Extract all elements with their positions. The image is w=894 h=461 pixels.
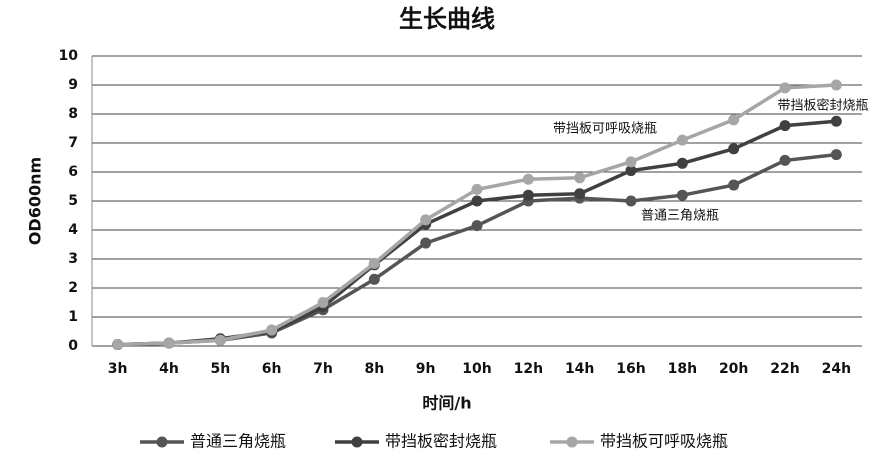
legend-item: 普通三角烧瓶 <box>140 432 286 451</box>
legend-label: 带挡板密封烧瓶 <box>385 432 497 451</box>
y-tick-label: 8 <box>68 106 78 122</box>
x-tick-label: 9h <box>416 361 436 377</box>
y-tick-label: 10 <box>59 48 79 64</box>
x-tick-label: 8h <box>364 361 384 377</box>
point <box>676 134 688 146</box>
x-tick-label: 22h <box>770 361 799 377</box>
point <box>163 337 175 349</box>
x-tick-label: 18h <box>668 361 697 377</box>
point <box>420 237 432 249</box>
point <box>266 324 278 336</box>
point <box>522 189 534 201</box>
annotation: 普通三角烧瓶 <box>641 209 719 224</box>
x-tick-label: 14h <box>565 361 594 377</box>
legend-item: 带挡板可呼吸烧瓶 <box>550 432 728 451</box>
point <box>728 179 740 191</box>
x-tick-label: 16h <box>616 361 645 377</box>
point <box>676 189 688 201</box>
x-tick-label: 12h <box>514 361 543 377</box>
x-tick-label: 20h <box>719 361 748 377</box>
point <box>368 273 380 285</box>
point <box>574 172 586 184</box>
point <box>728 143 740 155</box>
x-axis-title: 时间/h <box>422 394 471 413</box>
y-tick-label: 5 <box>68 193 78 209</box>
y-tick-label: 4 <box>68 222 78 238</box>
y-tick-label: 2 <box>68 280 78 296</box>
y-tick-label: 3 <box>68 251 78 267</box>
point <box>317 297 329 308</box>
legend-label: 带挡板可呼吸烧瓶 <box>600 432 728 451</box>
y-tick-label: 6 <box>68 164 78 180</box>
point <box>625 156 637 168</box>
annotation: 带挡板可呼吸烧瓶 <box>553 122 657 137</box>
x-tick-label: 3h <box>108 361 128 377</box>
legend-marker <box>156 436 168 448</box>
x-tick-label: 10h <box>462 361 491 377</box>
x-tick-label: 5h <box>210 361 230 377</box>
point <box>779 120 791 132</box>
point <box>779 154 791 166</box>
point <box>420 214 432 226</box>
chart-title: 生长曲线 <box>399 5 495 33</box>
point <box>625 165 637 177</box>
series-line <box>117 119 837 347</box>
point <box>214 334 226 346</box>
point <box>574 188 586 200</box>
point <box>625 195 637 207</box>
point <box>368 257 380 269</box>
y-tick-label: 0 <box>68 338 78 354</box>
legend-marker <box>351 436 363 448</box>
y-tick-label: 1 <box>68 309 78 325</box>
point <box>112 339 124 351</box>
point <box>471 183 483 195</box>
legend-item: 带挡板密封烧瓶 <box>335 432 497 451</box>
point <box>779 82 791 94</box>
y-axis-title: OD600nm <box>26 157 45 245</box>
legend-marker <box>566 436 578 448</box>
x-tick-label: 4h <box>159 361 179 377</box>
series-line <box>117 83 837 347</box>
annotation: 带挡板密封烧瓶 <box>777 98 868 114</box>
y-tick-label: 7 <box>68 135 78 151</box>
y-tick-label: 9 <box>68 77 78 93</box>
point <box>728 114 740 126</box>
legend-label: 普通三角烧瓶 <box>190 432 286 451</box>
x-tick-label: 6h <box>262 361 282 377</box>
x-tick-label: 7h <box>313 361 333 377</box>
point <box>676 157 688 169</box>
point <box>471 195 483 207</box>
x-tick-label: 24h <box>822 361 851 377</box>
point <box>830 115 842 127</box>
point <box>830 149 842 161</box>
point <box>471 220 483 232</box>
point <box>522 173 534 185</box>
point <box>830 79 842 91</box>
